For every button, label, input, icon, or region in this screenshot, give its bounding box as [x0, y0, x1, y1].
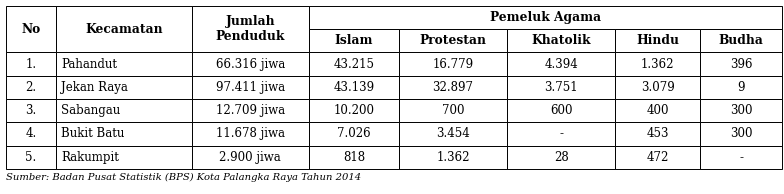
Text: 1.362: 1.362: [641, 57, 674, 71]
Text: 97.411 jiwa: 97.411 jiwa: [216, 81, 285, 94]
Bar: [700, 122, 782, 146]
Bar: [507, 29, 615, 52]
Text: Kecamatan: Kecamatan: [85, 23, 162, 36]
Bar: [507, 146, 615, 169]
Text: 10.200: 10.200: [333, 104, 375, 117]
Bar: [399, 99, 507, 122]
Bar: [507, 122, 615, 146]
Text: Pemeluk Agama: Pemeluk Agama: [490, 11, 601, 24]
Bar: [191, 76, 309, 99]
Text: Islam: Islam: [335, 34, 373, 47]
Bar: [191, 122, 309, 146]
Bar: [56, 122, 191, 146]
Text: Sumber: Badan Pusat Statistik (BPS) Kota Palangka Raya Tahun 2014: Sumber: Badan Pusat Statistik (BPS) Kota…: [6, 173, 361, 182]
Bar: [700, 29, 782, 52]
Text: 453: 453: [647, 127, 669, 140]
Bar: [56, 146, 191, 169]
Text: 12.709 jiwa: 12.709 jiwa: [216, 104, 285, 117]
Text: Sabangau: Sabangau: [61, 104, 121, 117]
Text: 32.897: 32.897: [433, 81, 474, 94]
Text: Jekan Raya: Jekan Raya: [61, 81, 128, 94]
Bar: [6, 99, 56, 122]
Bar: [700, 99, 782, 122]
Bar: [309, 6, 782, 29]
Bar: [700, 76, 782, 99]
Text: 396: 396: [730, 57, 753, 71]
Bar: [399, 146, 507, 169]
Text: Bukit Batu: Bukit Batu: [61, 127, 125, 140]
Bar: [6, 52, 56, 76]
Bar: [6, 122, 56, 146]
Bar: [399, 122, 507, 146]
Text: 1.362: 1.362: [437, 151, 470, 164]
Text: 2.: 2.: [26, 81, 37, 94]
Bar: [6, 146, 56, 169]
Bar: [56, 52, 191, 76]
Text: 3.079: 3.079: [641, 81, 674, 94]
Bar: [615, 99, 700, 122]
Bar: [700, 146, 782, 169]
Bar: [615, 146, 700, 169]
Bar: [507, 99, 615, 122]
Bar: [309, 52, 399, 76]
Text: Rakumpit: Rakumpit: [61, 151, 119, 164]
Text: 4.: 4.: [25, 127, 37, 140]
Text: 43.139: 43.139: [333, 81, 375, 94]
Bar: [399, 52, 507, 76]
Text: 7.026: 7.026: [337, 127, 371, 140]
Bar: [56, 99, 191, 122]
Text: 5.: 5.: [25, 151, 37, 164]
Text: 818: 818: [343, 151, 365, 164]
Text: 16.779: 16.779: [433, 57, 474, 71]
Bar: [56, 76, 191, 99]
Text: 3.751: 3.751: [545, 81, 578, 94]
Bar: [191, 52, 309, 76]
Text: 43.215: 43.215: [333, 57, 375, 71]
Bar: [309, 99, 399, 122]
Text: 3.: 3.: [25, 104, 37, 117]
Bar: [309, 122, 399, 146]
Bar: [615, 76, 700, 99]
Text: No: No: [21, 23, 41, 36]
Text: 400: 400: [647, 104, 669, 117]
Text: 1.: 1.: [26, 57, 37, 71]
Text: 600: 600: [550, 104, 572, 117]
Text: 9: 9: [738, 81, 745, 94]
Text: 2.900 jiwa: 2.900 jiwa: [220, 151, 281, 164]
Bar: [399, 29, 507, 52]
Bar: [507, 52, 615, 76]
Text: 4.394: 4.394: [544, 57, 579, 71]
Text: Budha: Budha: [719, 34, 764, 47]
Text: 300: 300: [730, 127, 753, 140]
Bar: [615, 52, 700, 76]
Bar: [191, 6, 309, 52]
Bar: [700, 52, 782, 76]
Text: 3.454: 3.454: [436, 127, 470, 140]
Text: 11.678 jiwa: 11.678 jiwa: [216, 127, 285, 140]
Bar: [6, 76, 56, 99]
Bar: [191, 99, 309, 122]
Text: 66.316 jiwa: 66.316 jiwa: [216, 57, 285, 71]
Text: Khatolik: Khatolik: [532, 34, 591, 47]
Bar: [309, 76, 399, 99]
Text: 28: 28: [554, 151, 568, 164]
Text: Jumlah
Penduduk: Jumlah Penduduk: [216, 15, 285, 43]
Bar: [191, 146, 309, 169]
Bar: [56, 6, 191, 52]
Bar: [6, 6, 56, 52]
Text: -: -: [739, 151, 743, 164]
Text: 300: 300: [730, 104, 753, 117]
Bar: [615, 122, 700, 146]
Bar: [507, 76, 615, 99]
Text: Protestan: Protestan: [419, 34, 487, 47]
Text: 700: 700: [442, 104, 464, 117]
Bar: [309, 29, 399, 52]
Bar: [309, 146, 399, 169]
Text: Hindu: Hindu: [636, 34, 679, 47]
Text: Pahandut: Pahandut: [61, 57, 118, 71]
Bar: [615, 29, 700, 52]
Bar: [399, 76, 507, 99]
Text: 472: 472: [647, 151, 669, 164]
Text: -: -: [559, 127, 564, 140]
